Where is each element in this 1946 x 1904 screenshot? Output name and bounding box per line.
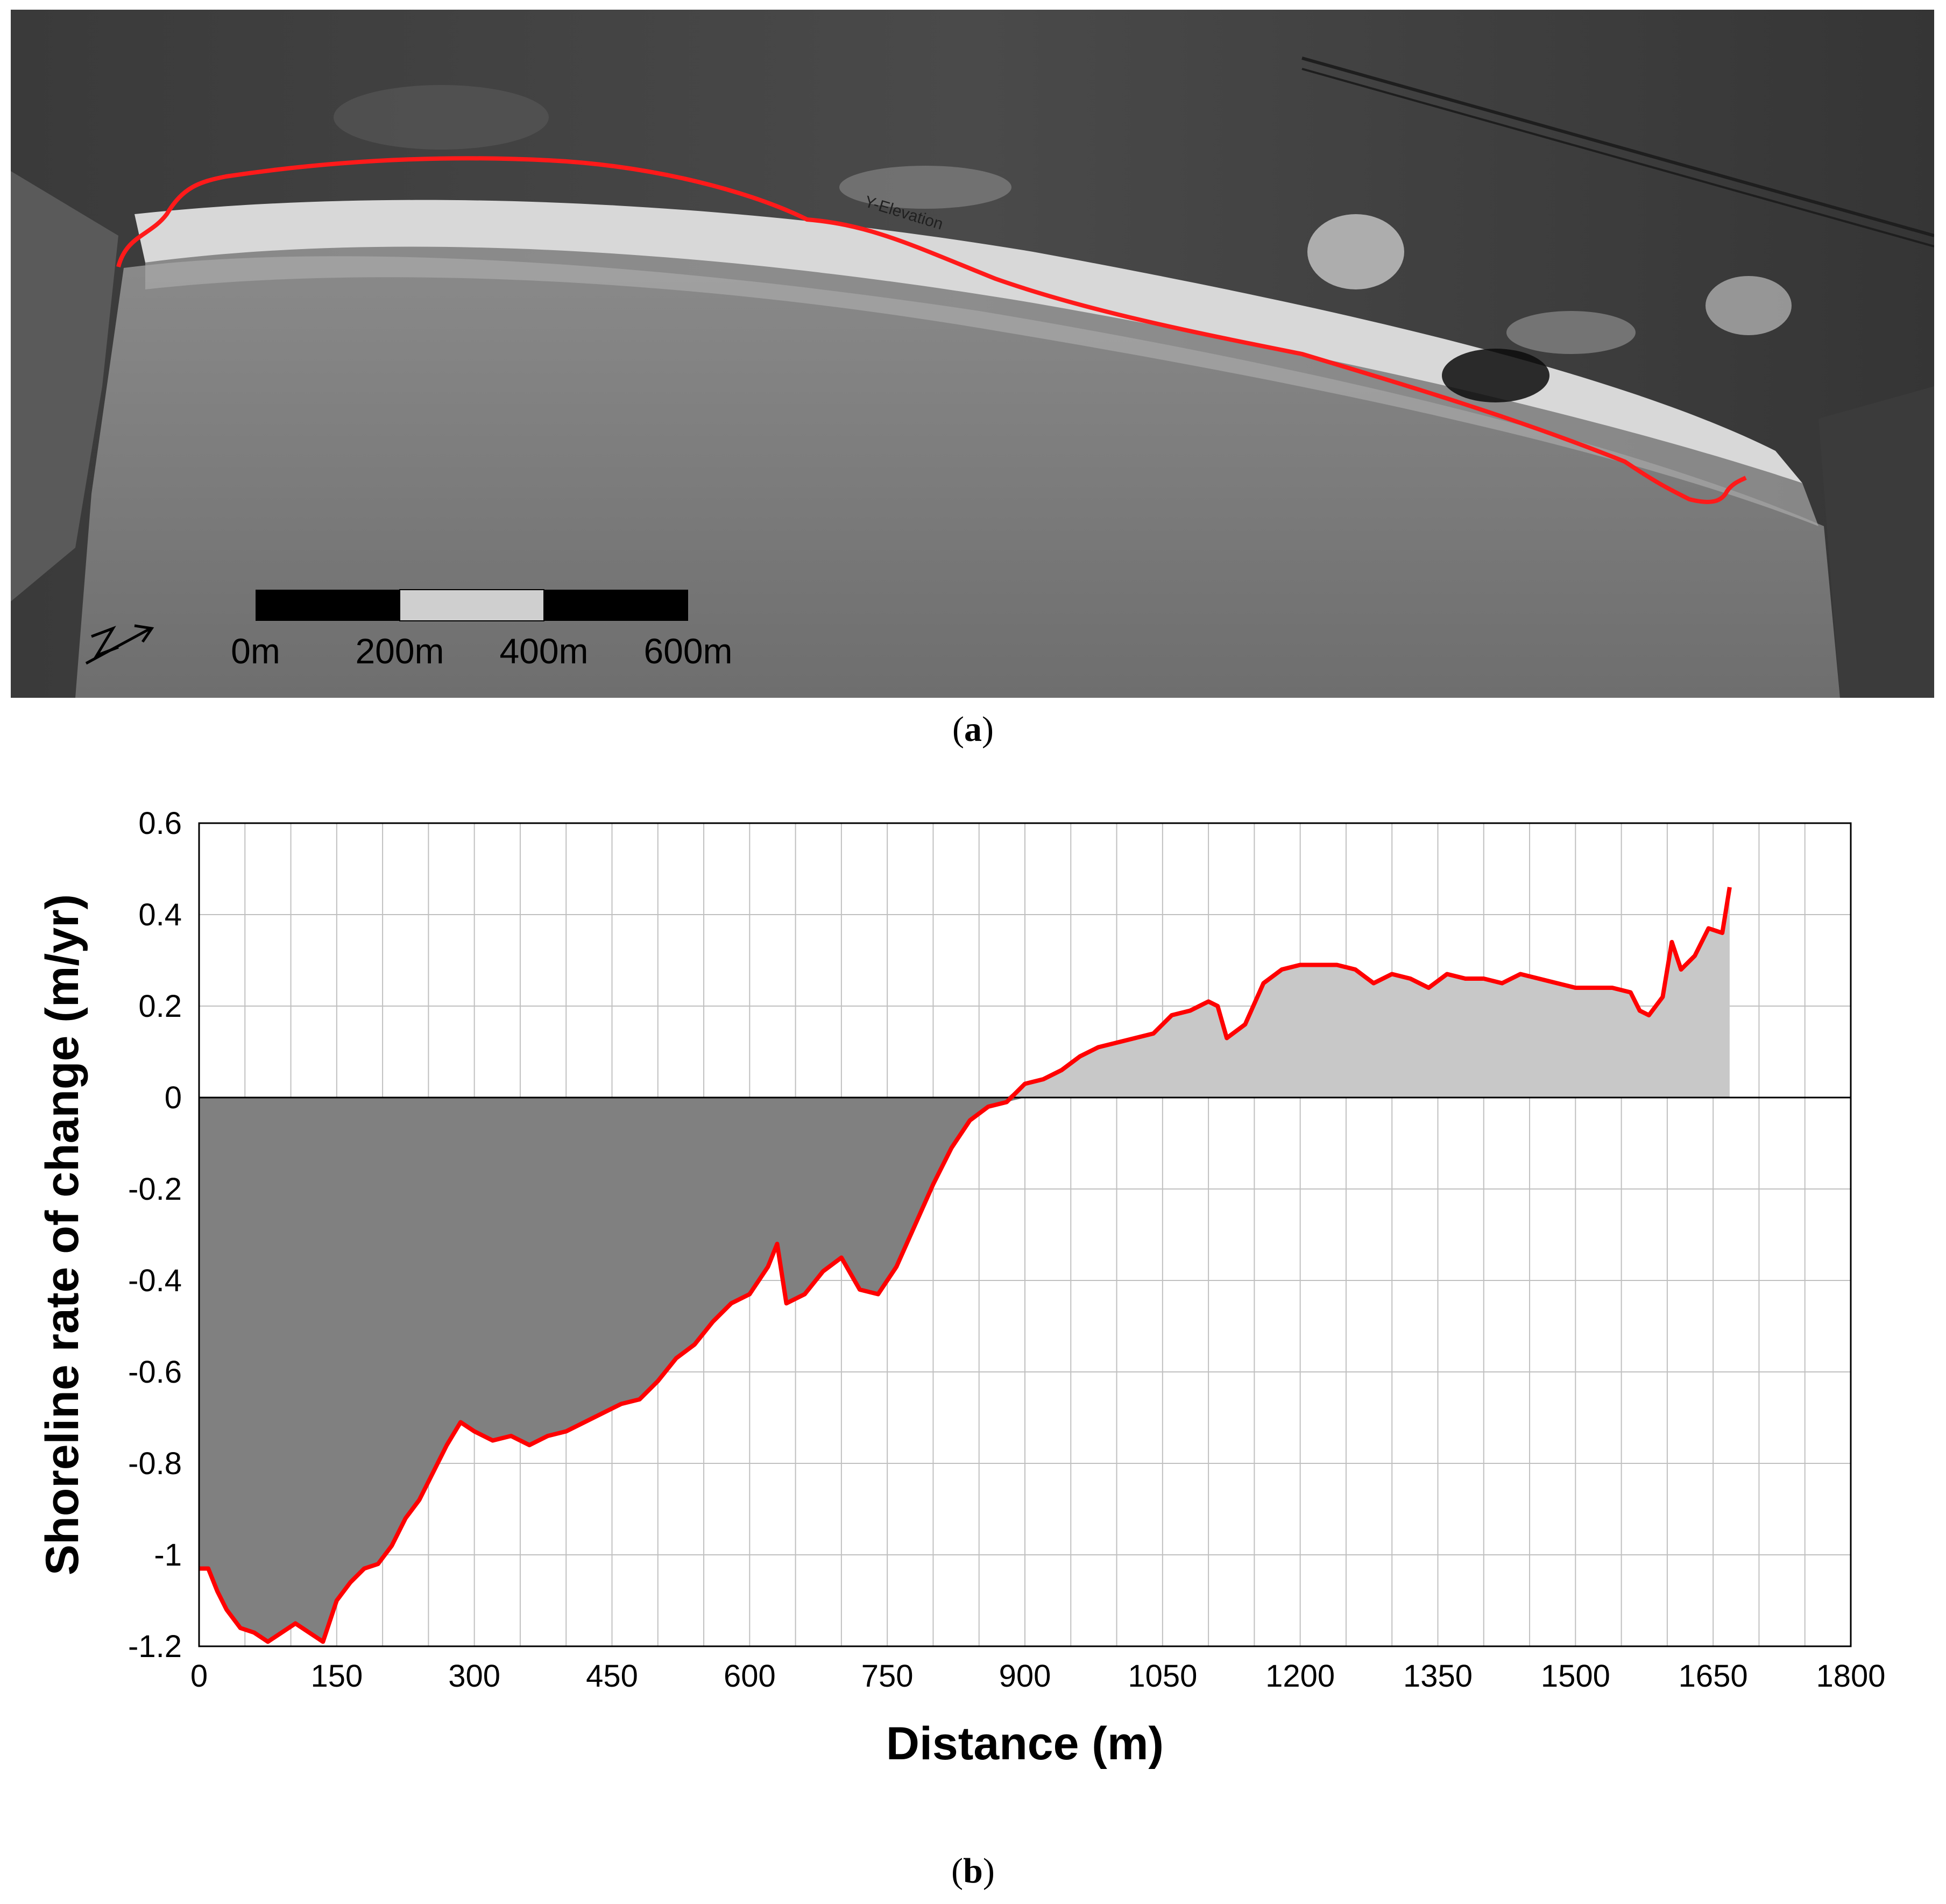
x-tick-label: 0 — [190, 1659, 208, 1694]
left-headland — [11, 171, 118, 601]
scale-segment-2 — [399, 589, 544, 621]
surf-zone — [145, 243, 1818, 527]
town-area — [1818, 386, 1934, 698]
sea-area — [75, 256, 1840, 698]
y-tick-label: 0.6 — [138, 806, 182, 841]
y-tick-label: -0.2 — [128, 1172, 182, 1207]
x-tick-label: 600 — [724, 1659, 776, 1694]
scale-label-200: 200m — [355, 631, 444, 671]
plot-frame — [198, 822, 1852, 1647]
x-tick-label: 1500 — [1541, 1659, 1610, 1694]
caption-b: (b) — [951, 1851, 995, 1891]
aerial-photo: Y-Elevation 0m 200m 400m 600m — [11, 10, 1934, 698]
negative-area — [199, 1098, 1730, 1642]
x-tick-label: 1650 — [1679, 1659, 1748, 1694]
chart-series — [199, 887, 1732, 1644]
y-tick-label: -0.4 — [128, 1263, 182, 1298]
y-axis-title: Shoreline rate of change (m/yr) — [37, 894, 88, 1575]
x-tick-label: 1050 — [1128, 1659, 1197, 1694]
positive-area — [199, 887, 1730, 1098]
y-tick-label: -0.8 — [128, 1446, 182, 1481]
y-tick-label: 0 — [165, 1080, 182, 1115]
chart-areas — [199, 887, 1730, 1642]
scale-label-400: 400m — [499, 631, 588, 671]
railway-line — [1301, 56, 1934, 237]
scale-bar: 0m 200m 400m 600m — [231, 589, 733, 671]
scale-label-600: 600m — [643, 631, 732, 671]
x-tick-label: 1800 — [1816, 1659, 1885, 1694]
rate-of-change-line — [199, 887, 1732, 1644]
chart-grid — [199, 823, 1851, 1647]
caption-b-label: b — [963, 1851, 983, 1891]
x-tick-label: 450 — [586, 1659, 638, 1694]
x-tick-labels: 0 150 300 450 600 750 900 1050 1200 1350 1500 1650 1… — [190, 1659, 1886, 1694]
x-tick-label: 300 — [448, 1659, 500, 1694]
y-tick-label: -1.2 — [128, 1629, 182, 1664]
scale-segment-3 — [544, 590, 688, 621]
shoreline-trace — [116, 156, 1747, 504]
y-tick-label: 0.2 — [138, 989, 182, 1024]
caption-a: (a) — [952, 710, 994, 749]
rate-of-change-chart: 0 150 300 450 600 750 900 1050 1200 1350 1500 1650 1… — [37, 806, 1886, 1769]
x-tick-label: 750 — [861, 1659, 914, 1694]
beach — [135, 200, 1802, 484]
scale-label-0: 0m — [231, 631, 280, 671]
y-tick-label: -1 — [154, 1538, 182, 1573]
north-arrow-icon — [85, 624, 154, 665]
x-tick-label: 900 — [999, 1659, 1051, 1694]
y-tick-label: 0.4 — [138, 897, 182, 932]
x-tick-label: 1350 — [1403, 1659, 1473, 1694]
x-axis-title: Distance (m) — [886, 1718, 1164, 1769]
x-tick-label: 1200 — [1265, 1659, 1335, 1694]
y-tick-label: -0.6 — [128, 1355, 182, 1390]
y-tick-labels: 0.6 0.4 0.2 0 -0.2 -0.4 -0.6 -0.8 -1 -1.2 — [128, 806, 182, 1664]
scale-segment-1 — [256, 590, 400, 621]
x-tick-label: 150 — [310, 1659, 363, 1694]
caption-a-label: a — [964, 710, 982, 749]
aerial-photo-panel: Y-Elevation 0m 200m 400m 600m — [11, 10, 1934, 698]
